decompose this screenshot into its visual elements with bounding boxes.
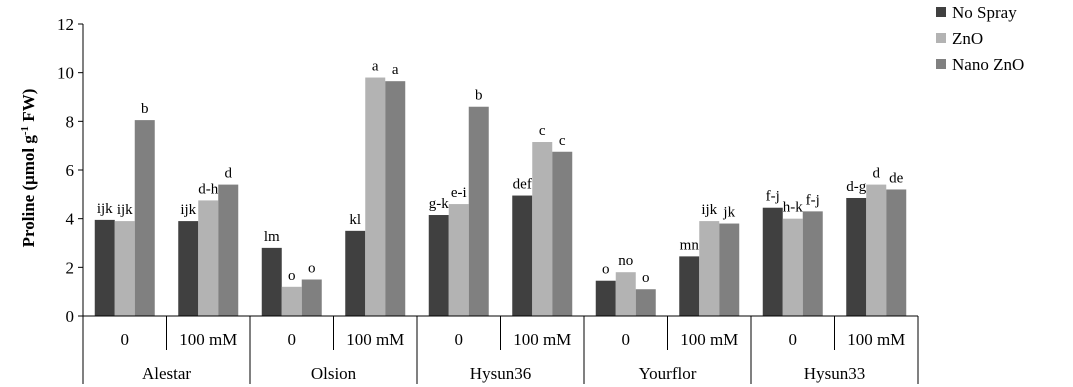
y-tick-label: 2 — [66, 258, 75, 277]
bar-data-label: ijk — [97, 201, 113, 217]
y-axis-title: Proline (μmol g-1 FW) — [19, 89, 38, 248]
y-axis-title-text: Proline (μmol g-1 FW) — [19, 89, 38, 248]
legend-swatch — [936, 33, 946, 43]
x-group-label: Yourflor — [639, 364, 697, 383]
bar-data-label: d-h — [198, 181, 218, 197]
x-tick-label: 0 — [288, 330, 297, 349]
bar-data-label: jk — [722, 205, 735, 221]
bar-data-label: c — [559, 133, 566, 149]
x-group-label: Alestar — [142, 364, 191, 383]
bar — [114, 221, 135, 316]
bar-data-label: f-j — [766, 189, 780, 205]
legend-label: ZnO — [952, 29, 983, 48]
bar — [512, 195, 533, 316]
bar-data-label: a — [392, 62, 399, 78]
y-axis-title-sup: -1 — [19, 126, 31, 135]
bar-data-label: c — [539, 123, 546, 139]
bar — [802, 211, 823, 316]
y-axis-title-main: Proline (μmol g — [19, 135, 38, 248]
bar-data-label: lm — [264, 229, 280, 245]
bar — [699, 221, 720, 316]
x-tick-label: 0 — [622, 330, 631, 349]
bar — [635, 289, 656, 316]
bar-data-label: ijk — [701, 202, 717, 218]
bar — [615, 272, 636, 316]
x-tick-label: 100 mM — [847, 330, 905, 349]
bar — [595, 280, 616, 316]
legend-label: No Spray — [952, 3, 1017, 22]
bar — [134, 120, 155, 316]
bars — [94, 77, 907, 317]
bar-data-label: d — [225, 166, 233, 182]
bar — [886, 189, 907, 316]
bar-data-label: g-k — [429, 196, 449, 212]
bar — [301, 279, 322, 316]
bar — [532, 142, 553, 316]
x-tick-label: 100 mM — [346, 330, 404, 349]
y-axis: 0 2 4 6 8 10 12 — [57, 15, 84, 326]
bar — [385, 81, 406, 316]
legend-label: Nano ZnO — [952, 55, 1024, 74]
y-axis-title-tail: FW) — [19, 89, 38, 126]
x-group-label: Hysun36 — [470, 364, 531, 383]
bar-data-label: ijk — [117, 202, 133, 218]
bar — [846, 197, 867, 316]
bar — [261, 247, 282, 316]
bar-data-label: o — [308, 261, 316, 277]
legend-swatch — [936, 59, 946, 69]
bar — [218, 184, 239, 316]
x-tick-label: 0 — [789, 330, 798, 349]
bar-data-label: e-i — [451, 185, 467, 201]
y-tick-label: 10 — [57, 64, 74, 83]
bar — [345, 230, 366, 316]
x-tick-label: 100 mM — [179, 330, 237, 349]
y-tick-label: 8 — [66, 112, 75, 131]
y-tick-label: 6 — [66, 161, 75, 180]
x-tick-label: 100 mM — [680, 330, 738, 349]
legend: No Spray ZnO Nano ZnO — [936, 3, 1024, 74]
x-tick-label: 0 — [455, 330, 464, 349]
bar-data-label: def — [513, 177, 532, 193]
bar-data-label: b — [475, 88, 483, 104]
bar — [448, 204, 469, 316]
bar — [468, 106, 489, 316]
bar — [762, 207, 783, 316]
legend-swatch — [936, 7, 946, 17]
bar-data-label: kl — [349, 212, 361, 228]
bar-data-label: d — [873, 166, 881, 182]
bar-data-label: h-k — [783, 200, 803, 216]
bar — [94, 219, 115, 316]
bar-data-label: d-g — [846, 179, 866, 195]
bar-data-label: o — [642, 270, 650, 286]
bar-data-label: f-j — [806, 192, 820, 208]
bar-data-label: ijk — [180, 202, 196, 218]
bar-data-label: mn — [680, 237, 700, 253]
bar-data-label: de — [889, 170, 904, 186]
x-group-label: Olsion — [311, 364, 357, 383]
x-tick-label: 0 — [121, 330, 130, 349]
x-tick-label: 100 mM — [513, 330, 571, 349]
bar — [365, 77, 386, 317]
bar — [719, 223, 740, 316]
bar — [198, 200, 219, 316]
bar-data-label: o — [602, 262, 610, 278]
bar-data-label: a — [372, 59, 379, 75]
bar — [428, 215, 449, 316]
bar — [679, 256, 700, 316]
y-tick-label: 0 — [66, 307, 75, 326]
x-group-label: Hysun33 — [804, 364, 865, 383]
bar-data-label: no — [618, 253, 633, 269]
bar — [552, 151, 573, 316]
x-axis: 0 100 mM 0 100 mM 0 100 mM 0 100 mM 0 100 mM Alest… — [82, 315, 919, 384]
bar — [782, 218, 803, 316]
bar-data-label: o — [288, 268, 296, 284]
y-tick-label: 4 — [66, 210, 75, 229]
bar — [178, 221, 199, 316]
bar — [281, 286, 302, 316]
y-tick-label: 12 — [57, 15, 74, 34]
bar — [866, 184, 887, 316]
bar-data-label: b — [141, 101, 149, 117]
